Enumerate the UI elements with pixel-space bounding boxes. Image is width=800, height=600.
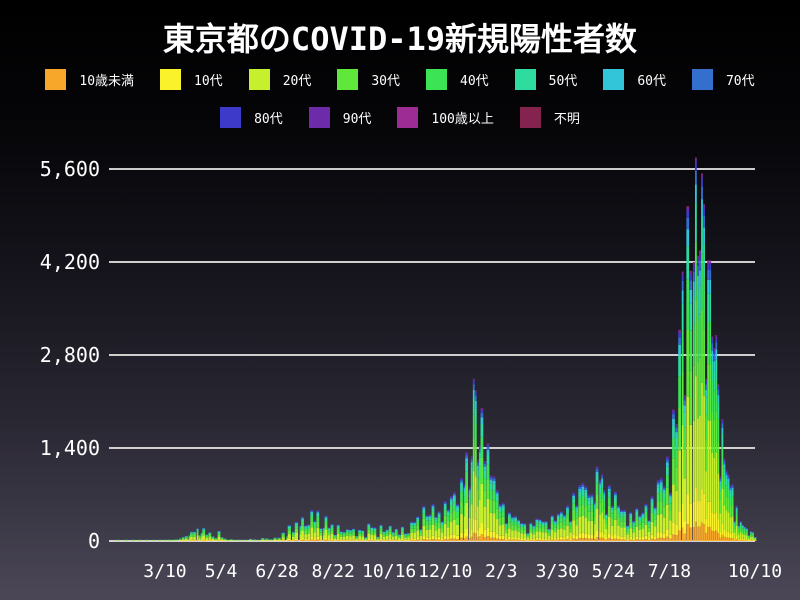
x-tick-label-8/22: 8/22: [311, 561, 354, 582]
legend-row-2: 80代 90代 100歳以上 不明: [0, 102, 800, 132]
x-tick-label-10/10: 10/10: [728, 561, 782, 582]
y-tick-label-5600: 5,600: [40, 157, 100, 181]
legend-item-100歳以上: 100歳以上: [397, 106, 494, 128]
x-tick-label-12/10: 12/10: [418, 561, 472, 582]
legend-label: 40代: [460, 73, 489, 89]
legend-item-10代: 10代: [160, 68, 223, 90]
stacked-bars-layer: [116, 157, 757, 541]
y-tick-label-2800: 2,800: [40, 343, 100, 367]
legend-swatch-icon: [514, 68, 536, 90]
x-tick-label-5/24: 5/24: [592, 561, 635, 582]
legend-swatch-icon: [691, 68, 713, 90]
legend-swatch-icon: [397, 106, 419, 128]
legend-label: 90代: [342, 111, 372, 127]
legend-label: 10歳未満: [79, 73, 135, 89]
legend-label: 10代: [194, 73, 223, 89]
x-tick-label-5/4: 5/4: [205, 561, 238, 582]
legend-swatch-icon: [248, 68, 270, 90]
legend-swatch-icon: [337, 68, 359, 90]
legend-label: 30代: [371, 73, 400, 89]
legend-swatch-icon: [160, 68, 182, 90]
legend-item-40代: 40代: [426, 68, 489, 90]
x-tick-label-7/18: 7/18: [648, 561, 691, 582]
x-tick-label-10/16: 10/16: [362, 561, 416, 582]
legend-label: 100歳以上: [431, 111, 494, 127]
legend-swatch-icon: [519, 106, 541, 128]
legend-row-1: 10歳未満 10代 20代 30代 40代 50代 60代 70代: [0, 64, 800, 94]
legend-item-70代: 70代: [691, 68, 755, 90]
chart-canvas: 0 1,400 2,800 4,200 5,600 3/10 5/4 6/28 8/22 10/1…: [40, 157, 782, 582]
legend-label: 不明: [553, 111, 580, 127]
legend-item-80代: 80代: [220, 106, 283, 128]
legend-swatch-icon: [603, 68, 625, 90]
y-tick-label-4200: 4,200: [40, 250, 100, 274]
chart-title: 東京都のCOVID-19新規陽性者数: [162, 20, 638, 58]
x-tick-label-3/30: 3/30: [536, 561, 579, 582]
legend-item-不明: 不明: [519, 106, 580, 128]
legend-item-90代: 90代: [308, 106, 372, 128]
legend-label: 20代: [282, 73, 312, 89]
y-tick-label-1400: 1,400: [40, 436, 100, 460]
y-tick-label-0: 0: [88, 529, 100, 553]
legend-item-60代: 60代: [603, 68, 666, 90]
legend: 10歳未満 10代 20代 30代 40代 50代 60代 70代 80代 90代 100歳以上 不明: [0, 64, 800, 140]
x-tick-label-6/28: 6/28: [255, 561, 298, 582]
legend-label: 80代: [254, 111, 283, 127]
legend-swatch-icon: [45, 68, 67, 90]
legend-label: 50代: [548, 73, 578, 89]
legend-item-20代: 20代: [248, 68, 312, 90]
legend-item-30代: 30代: [337, 68, 400, 90]
legend-swatch-icon: [426, 68, 447, 90]
legend-swatch-icon: [308, 106, 330, 128]
x-tick-label-3/10: 3/10: [143, 561, 186, 582]
legend-label: 70代: [725, 73, 755, 89]
legend-item-10歳未満: 10歳未満: [45, 68, 135, 90]
legend-label: 60代: [637, 73, 666, 89]
legend-item-50代: 50代: [514, 68, 578, 90]
legend-swatch-icon: [220, 106, 242, 128]
x-tick-label-2/3: 2/3: [485, 561, 518, 582]
